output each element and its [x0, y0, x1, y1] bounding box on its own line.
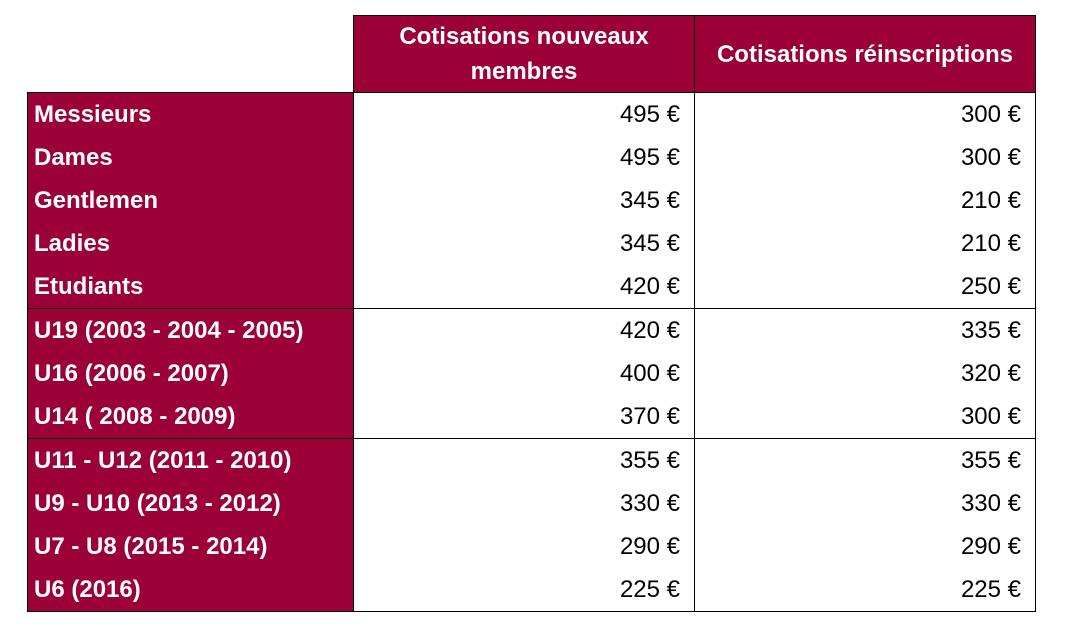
row-label: U14 ( 2008 - 2009) — [27, 395, 354, 439]
renewal-fee: 225 € — [694, 568, 1036, 612]
new-member-fee: 400 € — [353, 352, 695, 395]
renewal-fee: 210 € — [694, 179, 1036, 222]
renewal-fee: 250 € — [694, 265, 1036, 309]
table-row: U16 (2006 - 2007) 400 € 320 € — [27, 352, 1036, 395]
new-member-fee: 345 € — [353, 179, 695, 222]
new-member-fee: 420 € — [353, 265, 695, 309]
row-label: U6 (2016) — [27, 568, 354, 612]
row-label: Messieurs — [27, 92, 354, 136]
renewal-fee: 335 € — [694, 308, 1036, 352]
row-label: Gentlemen — [27, 179, 354, 222]
row-label: Etudiants — [27, 265, 354, 309]
row-label: U11 - U12 (2011 - 2010) — [27, 438, 354, 482]
table-row: U19 (2003 - 2004 - 2005) 420 € 335 € — [27, 308, 1036, 352]
renewal-fee: 290 € — [694, 525, 1036, 568]
table-row: U7 - U8 (2015 - 2014) 290 € 290 € — [27, 525, 1036, 568]
table-row: Dames 495 € 300 € — [27, 136, 1036, 179]
table-row: Ladies 345 € 210 € — [27, 222, 1036, 265]
renewal-fee: 300 € — [694, 136, 1036, 179]
new-member-fee: 225 € — [353, 568, 695, 612]
row-label: Ladies — [27, 222, 354, 265]
header-new-members: Cotisations nouveaux membres — [353, 15, 695, 93]
empty-corner-cell — [27, 15, 354, 93]
new-member-fee: 495 € — [353, 92, 695, 136]
new-member-fee: 370 € — [353, 395, 695, 439]
renewal-fee: 300 € — [694, 92, 1036, 136]
renewal-fee: 320 € — [694, 352, 1036, 395]
new-member-fee: 330 € — [353, 482, 695, 525]
row-label: U16 (2006 - 2007) — [27, 352, 354, 395]
row-label: Dames — [27, 136, 354, 179]
new-member-fee: 290 € — [353, 525, 695, 568]
renewal-fee: 300 € — [694, 395, 1036, 439]
renewal-fee: 210 € — [694, 222, 1036, 265]
row-label: U19 (2003 - 2004 - 2005) — [27, 308, 354, 352]
table-row: Gentlemen 345 € 210 € — [27, 179, 1036, 222]
new-member-fee: 345 € — [353, 222, 695, 265]
row-label: U7 - U8 (2015 - 2014) — [27, 525, 354, 568]
membership-fee-table: Cotisations nouveaux membres Cotisations… — [27, 15, 1036, 612]
row-label: U9 - U10 (2013 - 2012) — [27, 482, 354, 525]
table-row: Messieurs 495 € 300 € — [27, 92, 1036, 136]
new-member-fee: 420 € — [353, 308, 695, 352]
table-row: U9 - U10 (2013 - 2012) 330 € 330 € — [27, 482, 1036, 525]
fee-table-container: Cotisations nouveaux membres Cotisations… — [27, 15, 1036, 612]
table-row: U11 - U12 (2011 - 2010) 355 € 355 € — [27, 438, 1036, 482]
header-renewals: Cotisations réinscriptions — [694, 15, 1036, 93]
table-body: Messieurs 495 € 300 € Dames 495 € 300 € … — [27, 92, 1036, 612]
table-row: U14 ( 2008 - 2009) 370 € 300 € — [27, 395, 1036, 439]
new-member-fee: 355 € — [353, 438, 695, 482]
new-member-fee: 495 € — [353, 136, 695, 179]
renewal-fee: 330 € — [694, 482, 1036, 525]
table-row: U6 (2016) 225 € 225 € — [27, 568, 1036, 612]
renewal-fee: 355 € — [694, 438, 1036, 482]
table-row: Etudiants 420 € 250 € — [27, 265, 1036, 309]
table-header: Cotisations nouveaux membres Cotisations… — [27, 15, 1036, 93]
